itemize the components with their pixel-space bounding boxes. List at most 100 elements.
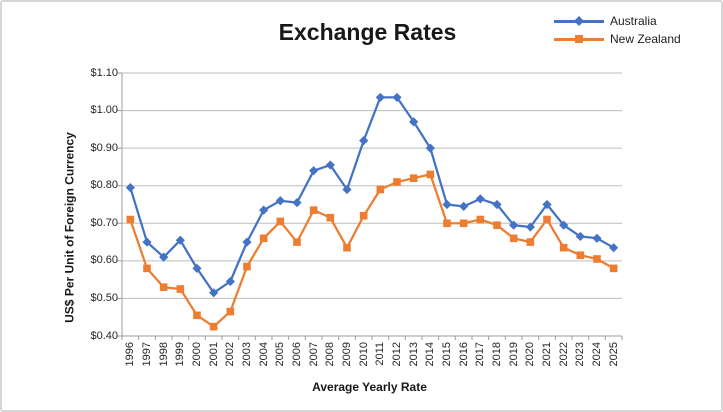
new-zealand-legend-marker-icon (554, 35, 604, 44)
new-zealand-marker (209, 322, 218, 331)
new-zealand-marker (476, 215, 485, 224)
australia-marker (375, 92, 385, 103)
australia-marker (159, 252, 169, 262)
new-zealand-marker (359, 211, 368, 220)
x-axis-tick-label: 2004 (257, 342, 270, 367)
x-axis-tick-label: 2023 (574, 342, 587, 367)
new-zealand-marker (159, 283, 168, 291)
new-zealand-marker (393, 178, 401, 186)
x-axis-tick-label: 2017 (474, 342, 487, 367)
new-zealand-marker (609, 264, 618, 273)
y-axis-tick-label: $0.50 (90, 291, 118, 304)
x-axis-tick-label: 2003 (241, 342, 253, 367)
x-axis-tick-label: 2000 (191, 342, 203, 367)
x-axis-tick-label: 2013 (407, 342, 420, 367)
x-axis-tick-label: 2018 (491, 342, 503, 367)
new-zealand-marker (543, 215, 551, 224)
new-zealand-marker (493, 221, 501, 229)
new-zealand-marker (576, 251, 585, 260)
new-zealand-marker (226, 307, 235, 316)
australia-marker (259, 205, 269, 215)
new-zealand-marker (143, 264, 151, 273)
australia-marker (225, 276, 235, 287)
x-axis-tick-label: 2019 (507, 342, 520, 367)
y-axis-tick-label: $0.90 (90, 141, 118, 154)
x-axis-tick-label: 2011 (374, 342, 387, 366)
australia-marker (592, 233, 602, 243)
legend-item-new-zealand: New Zealand (554, 30, 681, 48)
australia-marker (542, 199, 552, 210)
new-zealand-marker (243, 262, 251, 271)
y-axis-tick-label: $0.60 (90, 254, 118, 267)
new-zealand-marker (509, 234, 518, 243)
y-axis-tick-label: $0.40 (90, 329, 118, 342)
australia-marker (559, 220, 569, 230)
legend-item-australia: Australia (554, 12, 681, 30)
y-axis-tick-label: $1.10 (90, 66, 118, 79)
x-axis-tick-label: 2009 (341, 342, 353, 367)
x-axis-tick-label: 1997 (141, 342, 153, 367)
x-axis-tick-label: 2010 (357, 342, 370, 367)
new-zealand-marker (343, 243, 351, 252)
new-zealand-marker (309, 206, 318, 214)
australia-marker (309, 166, 319, 176)
x-axis-tick-label: 2015 (441, 342, 453, 367)
x-axis-tick-label: 1996 (124, 342, 137, 367)
x-axis-tick-label: 2005 (274, 342, 287, 367)
y-axis-tick-label: $0.80 (90, 179, 118, 192)
x-axis-tick-label: 2014 (424, 342, 437, 367)
new-zealand-marker (293, 238, 301, 246)
x-axis-tick-label: 2007 (307, 342, 320, 367)
x-axis-tick-label: 1999 (174, 342, 187, 367)
australia-marker (459, 201, 469, 211)
australia-marker (392, 92, 402, 103)
new-zealand-marker (593, 255, 601, 263)
australia-marker (575, 231, 585, 242)
y-axis-tick-label: $1.00 (90, 104, 118, 117)
new-zealand-marker (126, 215, 135, 224)
australia-marker (142, 237, 152, 247)
new-zealand-marker (176, 285, 185, 293)
x-axis-tick-label: 2022 (557, 342, 570, 367)
new-zealand-marker (193, 311, 201, 320)
australia-marker (275, 196, 285, 206)
new-zealand-marker (443, 219, 451, 228)
australia-marker (242, 237, 252, 247)
x-axis-tick-label: 2002 (224, 342, 237, 367)
chart-title: Exchange Rates (278, 19, 457, 45)
australia-line (129, 96, 615, 294)
australia-legend-marker-icon (554, 16, 604, 26)
x-axis-tick-label: 2016 (457, 342, 470, 367)
australia-marker (509, 220, 519, 230)
new-zealand-marker (326, 213, 335, 222)
x-axis-tick-label: 2012 (391, 342, 403, 367)
australia-marker (292, 198, 302, 208)
australia-marker (125, 182, 135, 193)
new-zealand-marker (376, 185, 385, 194)
x-axis-tick-label: 2008 (324, 342, 337, 367)
australia-marker (525, 222, 535, 232)
x-axis-tick-label: 1998 (157, 342, 170, 367)
legend: Australia New Zealand (554, 12, 681, 48)
y-axis-tick-label: $0.70 (90, 216, 118, 229)
new-zealand-marker (276, 217, 285, 226)
x-axis-tick-label: 2025 (607, 342, 620, 367)
australia-marker (492, 199, 502, 210)
legend-label-australia: Australia (610, 14, 657, 28)
new-zealand-marker (426, 170, 435, 179)
new-zealand-marker (259, 234, 268, 243)
x-axis-tick-label: 2020 (524, 342, 537, 367)
australia-marker (475, 194, 485, 204)
legend-label-new-zealand: New Zealand (610, 32, 681, 46)
australia-marker (425, 143, 435, 153)
new-zealand-marker (459, 219, 468, 228)
new-zealand-marker (526, 238, 535, 246)
australia-marker (209, 288, 219, 298)
australia-marker (609, 243, 619, 253)
australia-marker (192, 263, 202, 273)
x-axis-tick-label: 2021 (541, 342, 553, 367)
australia-marker (325, 160, 335, 170)
x-axis-title: Average Yearly Rate (312, 380, 427, 394)
